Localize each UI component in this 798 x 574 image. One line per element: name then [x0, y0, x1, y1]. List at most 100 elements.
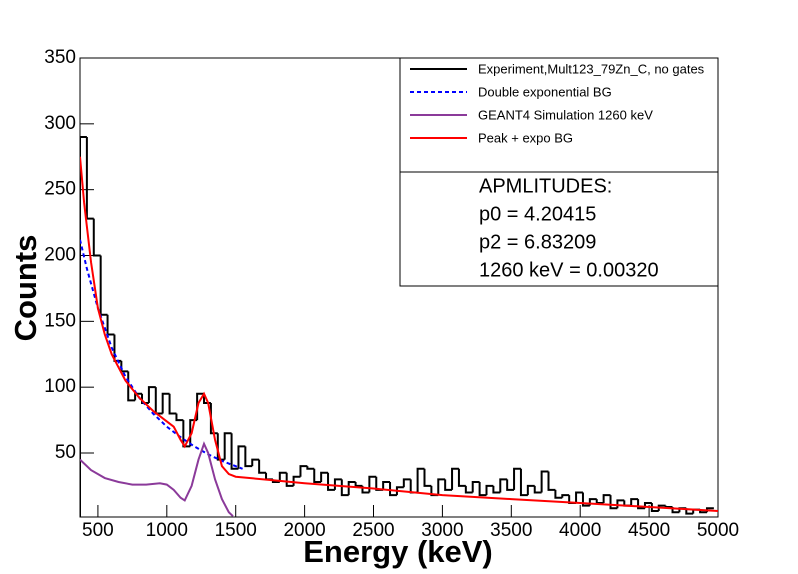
- histogram-bin: [561, 494, 570, 498]
- histogram-bin: [513, 467, 521, 490]
- histogram-bin: [154, 387, 163, 415]
- histogram-bin: [237, 445, 246, 469]
- x-tick-label: 1000: [146, 520, 188, 541]
- stats-line: p2 = 6.83209: [479, 231, 596, 253]
- x-tick-label: 500: [82, 520, 114, 541]
- histogram-bin: [395, 486, 404, 496]
- y-tick-label: 300: [44, 113, 76, 134]
- histogram-bin: [147, 386, 156, 403]
- histogram-bin: [244, 446, 253, 468]
- histogram-bin: [175, 413, 184, 422]
- histogram-bin: [230, 433, 239, 470]
- x-tick-label: 2000: [283, 520, 325, 541]
- histogram-bin: [575, 491, 583, 504]
- x-tick-label: 1500: [215, 520, 257, 541]
- histogram-bin: [327, 472, 335, 491]
- histogram-bin: [347, 480, 356, 496]
- histogram-bin: [120, 360, 129, 373]
- histogram-bin: [499, 478, 508, 493]
- histogram-bin: [292, 475, 301, 486]
- legend-label: Double exponential BG: [478, 84, 612, 99]
- histogram-bin: [141, 393, 149, 404]
- histogram-bin: [492, 485, 501, 494]
- x-axis-label: Energy (keV): [303, 534, 493, 569]
- x-tick-label: 3500: [490, 520, 532, 541]
- histogram-bin: [313, 468, 322, 483]
- histogram-bin: [368, 475, 377, 493]
- histogram-bin: [609, 495, 618, 510]
- histogram-bin: [664, 505, 673, 508]
- histogram-bin: [423, 468, 432, 487]
- stats-box: [399, 171, 719, 287]
- fit-curve: [80, 441, 234, 517]
- x-tick-label: 3000: [421, 520, 463, 541]
- histogram-bin: [506, 479, 515, 491]
- histogram-bin: [161, 392, 170, 414]
- histogram-bin: [223, 432, 232, 460]
- histogram-bin: [340, 479, 349, 497]
- histogram-bin: [92, 218, 101, 257]
- histogram-bin: [285, 472, 294, 487]
- histogram-bin: [382, 480, 391, 490]
- histogram-bin: [106, 314, 115, 336]
- histogram-bin: [595, 499, 604, 505]
- histogram-bin: [85, 137, 94, 220]
- histogram-bin: [354, 481, 363, 487]
- histogram-bin: [182, 420, 191, 448]
- histogram-bin: [444, 479, 453, 491]
- histogram-bin: [168, 393, 177, 415]
- y-tick-label: 150: [44, 310, 76, 331]
- histogram-bin: [265, 472, 273, 481]
- histogram-bin: [533, 485, 542, 494]
- histogram-bin: [581, 492, 590, 507]
- histogram-bin: [630, 498, 639, 506]
- x-tick-label: 4500: [628, 520, 670, 541]
- x-tick-label: 2500: [352, 520, 394, 541]
- x-tick-label: 5000: [697, 520, 739, 541]
- histogram-bin: [99, 255, 108, 316]
- histogram-bin: [216, 433, 225, 461]
- histogram-bin: [375, 476, 384, 491]
- y-tick-label: 200: [44, 245, 76, 266]
- histogram-bin: [650, 503, 659, 512]
- y-axis-label: Counts: [8, 235, 43, 342]
- histogram-bin: [547, 471, 556, 491]
- histogram-bin: [478, 481, 487, 497]
- histogram-bin: [278, 471, 287, 482]
- histogram-bin: [451, 467, 459, 490]
- histogram-bin: [657, 504, 666, 511]
- x-tick-label: 4000: [559, 520, 601, 541]
- y-tick-label: 100: [44, 376, 76, 397]
- histogram-bin: [409, 479, 418, 494]
- stats-line: APMLITUDES:: [479, 175, 612, 197]
- histogram-bin: [519, 468, 528, 497]
- y-tick-label: 250: [44, 179, 76, 200]
- stats-line: p0 = 4.20415: [479, 203, 596, 225]
- histogram-bin: [637, 499, 645, 510]
- histogram-bin: [299, 465, 308, 477]
- histogram-bin: [333, 478, 342, 490]
- histogram-bin: [554, 489, 563, 499]
- histogram-bin: [306, 466, 315, 470]
- histogram-bin: [251, 458, 260, 467]
- histogram-bin: [464, 485, 473, 494]
- histogram-bin: [258, 459, 267, 474]
- legend-label: Experiment,Mult123_79Zn_C, no gates: [478, 61, 705, 76]
- histogram-bin: [320, 471, 329, 482]
- histogram-bin: [602, 494, 611, 504]
- histogram-bin: [416, 467, 425, 493]
- histogram-bin: [540, 470, 549, 493]
- y-tick-label: 350: [44, 47, 76, 68]
- legend-label: GEANT4 Simulation 1260 keV: [478, 107, 653, 122]
- fit-curve: [80, 156, 718, 512]
- stats-line: 1260 keV = 0.00320: [479, 259, 659, 281]
- histogram-bin: [485, 484, 494, 496]
- histogram-bin: [437, 478, 446, 496]
- histogram-bin: [457, 468, 466, 487]
- legend-label: Peak + expo BG: [478, 130, 573, 145]
- histogram-bin: [80, 136, 87, 517]
- histogram-bin: [402, 478, 411, 488]
- histogram-bin: [526, 484, 535, 496]
- histogram-bin: [471, 480, 480, 493]
